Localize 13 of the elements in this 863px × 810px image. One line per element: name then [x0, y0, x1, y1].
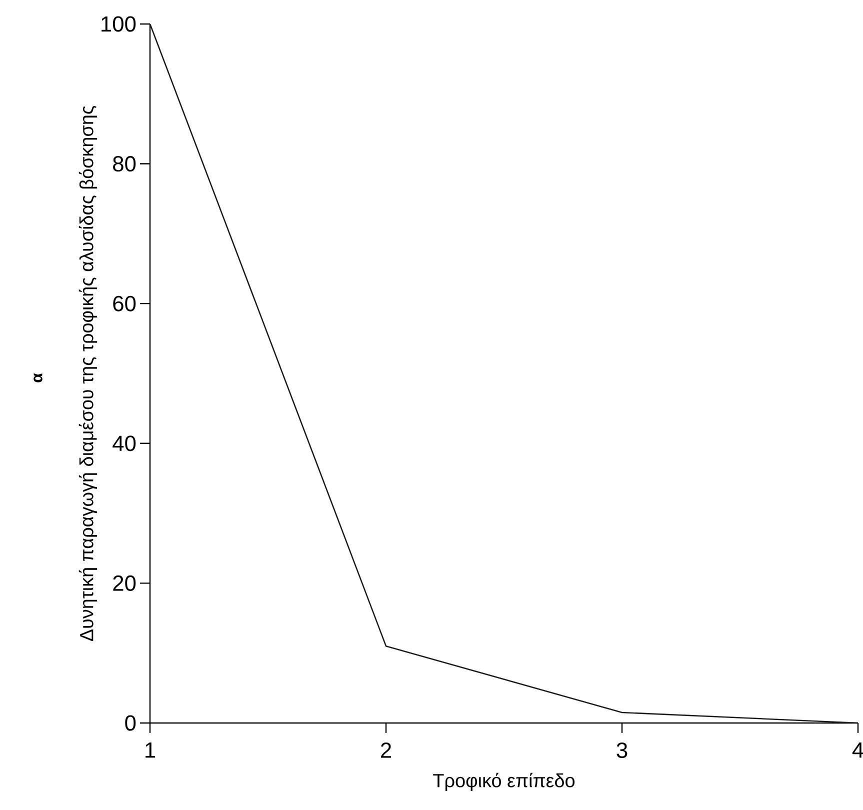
y-tick-label: 80: [113, 156, 136, 172]
y-tick-label: 40: [112, 436, 136, 452]
y-axis-title: Δυνητική παραγωγή διαμέσου της τροφικής αλυσίδας βόσκησης: [78, 106, 98, 642]
x-tick-label: 2: [381, 742, 392, 758]
text: α: [34, 373, 42, 382]
x-tick-label: 3: [616, 742, 628, 758]
x-axis-title: Τροφικό επίπεδο: [433, 772, 575, 792]
y-tick-label: 20: [113, 575, 136, 591]
y-tick-label: 0: [125, 715, 136, 731]
x-tick-label: 1: [146, 742, 156, 758]
y-tick-label: 100: [102, 16, 136, 32]
x-tick-label: 4: [852, 742, 863, 758]
y-tick-label: 60: [113, 296, 136, 312]
